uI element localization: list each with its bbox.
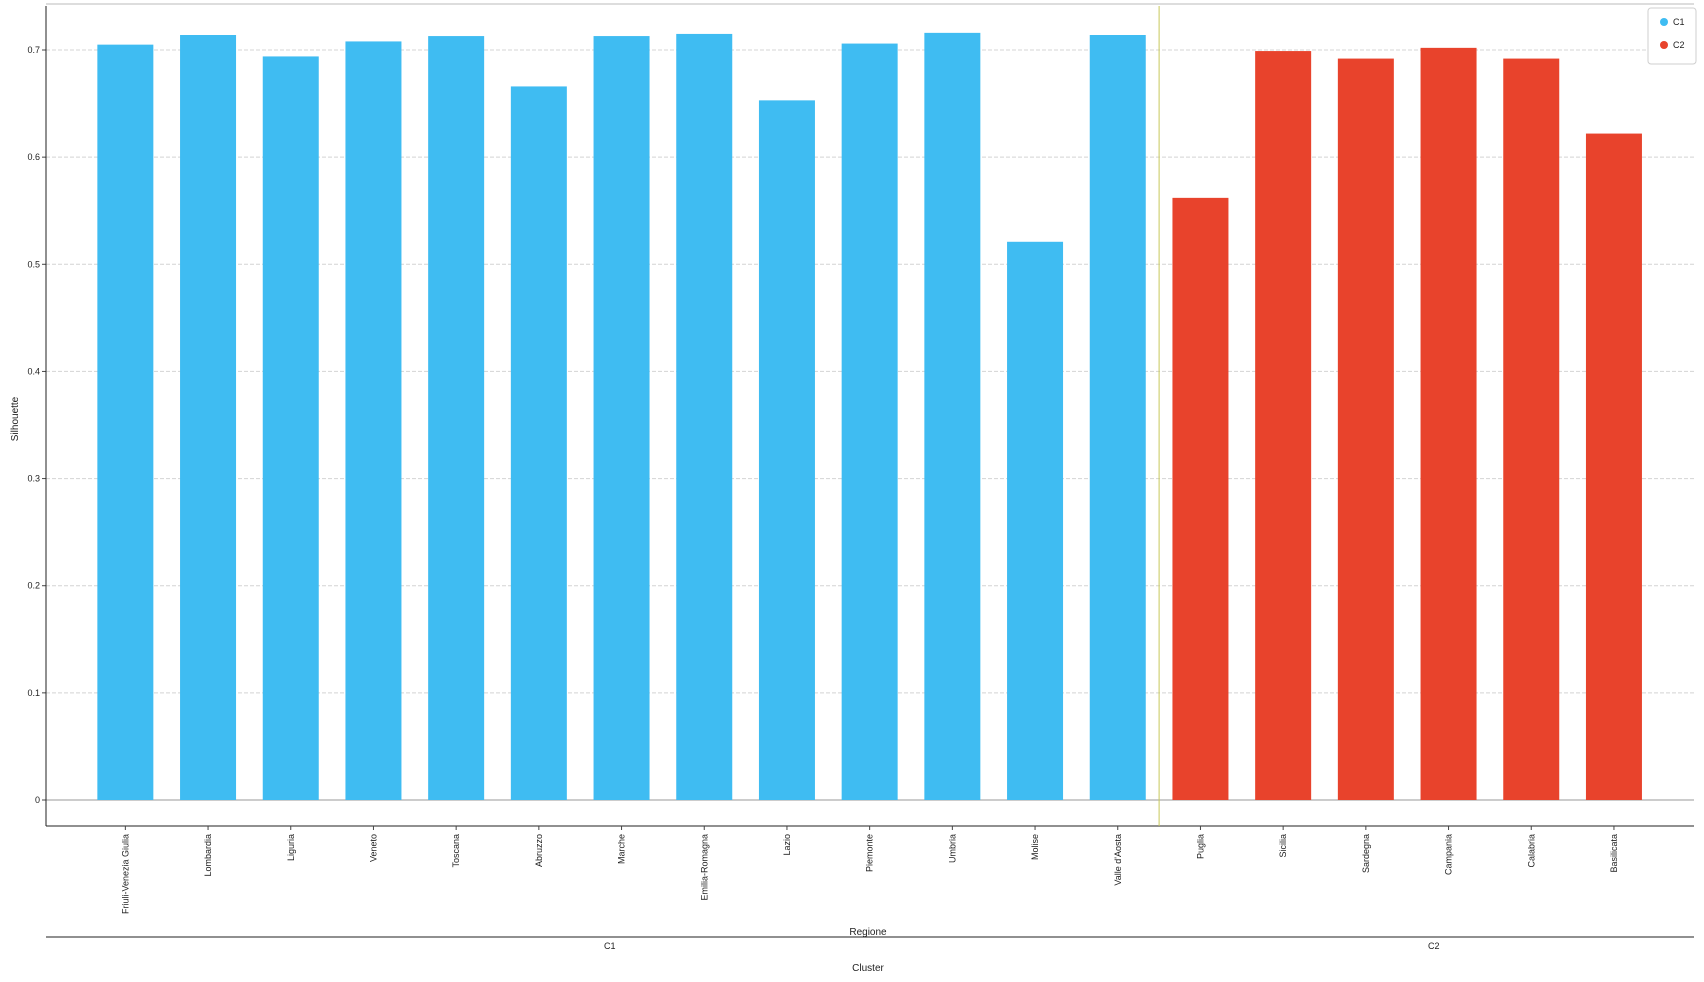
y-tick-label: 0.1 [27, 688, 40, 698]
bars [97, 32, 1642, 801]
category-label: Piemonte [865, 834, 875, 872]
y-tick-label: 0.7 [27, 45, 40, 55]
category-label: Sardegna [1361, 834, 1371, 873]
bar [1585, 133, 1642, 801]
bar [510, 86, 567, 800]
bar [924, 32, 981, 801]
category-label: Umbria [947, 834, 957, 863]
y-tick-label: 0 [35, 795, 40, 805]
y-tick-label: 0.6 [27, 152, 40, 162]
category-label: Calabria [1526, 834, 1536, 868]
bar [1007, 241, 1064, 801]
group-axis-title: Cluster [852, 963, 884, 974]
category-label: Valle d'Aosta [1113, 834, 1123, 886]
bar [97, 44, 154, 800]
legend-box [1647, 7, 1697, 65]
bar [180, 35, 237, 800]
category-label: Lombardia [203, 834, 213, 877]
group-label: C1 [604, 941, 616, 951]
y-axis-title: Silhouette [10, 396, 21, 441]
category-label: Campania [1444, 834, 1454, 875]
legend: C1 C2 [1647, 7, 1697, 65]
category-label: Marche [617, 834, 627, 864]
y-tick-label: 0.2 [27, 581, 40, 591]
y-tick-label: 0.5 [27, 259, 40, 269]
category-label: Emilia-Romagna [699, 834, 709, 901]
legend-label-c1: C1 [1673, 17, 1685, 27]
x-axis-title: Regione [849, 927, 887, 938]
group-labels: C1 C2 [604, 941, 1440, 951]
category-labels: Friuli-Venezia Giulia Lombardia Liguria Ven… [120, 834, 1619, 914]
bar [676, 33, 733, 800]
bar [1089, 35, 1146, 800]
category-label: Toscana [451, 834, 461, 868]
bar [1337, 58, 1394, 801]
y-tick-labels: 0 0.1 0.2 0.3 0.4 0.5 0.6 0.7 [27, 45, 40, 805]
category-label: Puglia [1195, 834, 1205, 859]
category-label: Friuli-Venezia Giulia [120, 834, 130, 914]
category-label: Abruzzo [534, 834, 544, 867]
legend-label-c2: C2 [1673, 40, 1685, 50]
y-tick-label: 0.3 [27, 474, 40, 484]
bar [1172, 197, 1229, 800]
bar [593, 36, 650, 801]
bar [1255, 51, 1312, 801]
category-label: Sicilia [1278, 834, 1288, 858]
legend-marker-c1 [1660, 18, 1668, 26]
category-label: Basilicata [1609, 834, 1619, 873]
bar [345, 41, 402, 800]
category-label: Liguria [286, 834, 296, 861]
legend-marker-c2 [1660, 41, 1668, 49]
category-label: Lazio [782, 834, 792, 856]
y-tick-label: 0.4 [27, 366, 40, 376]
bar [841, 43, 898, 801]
category-label: Molise [1030, 834, 1040, 860]
bar [1420, 47, 1477, 801]
group-label: C2 [1428, 941, 1440, 951]
bar [758, 100, 815, 801]
category-label: Veneto [368, 834, 378, 862]
bar [1503, 58, 1560, 801]
axes [42, 3, 1694, 938]
bar [428, 36, 485, 801]
bar [262, 56, 319, 800]
